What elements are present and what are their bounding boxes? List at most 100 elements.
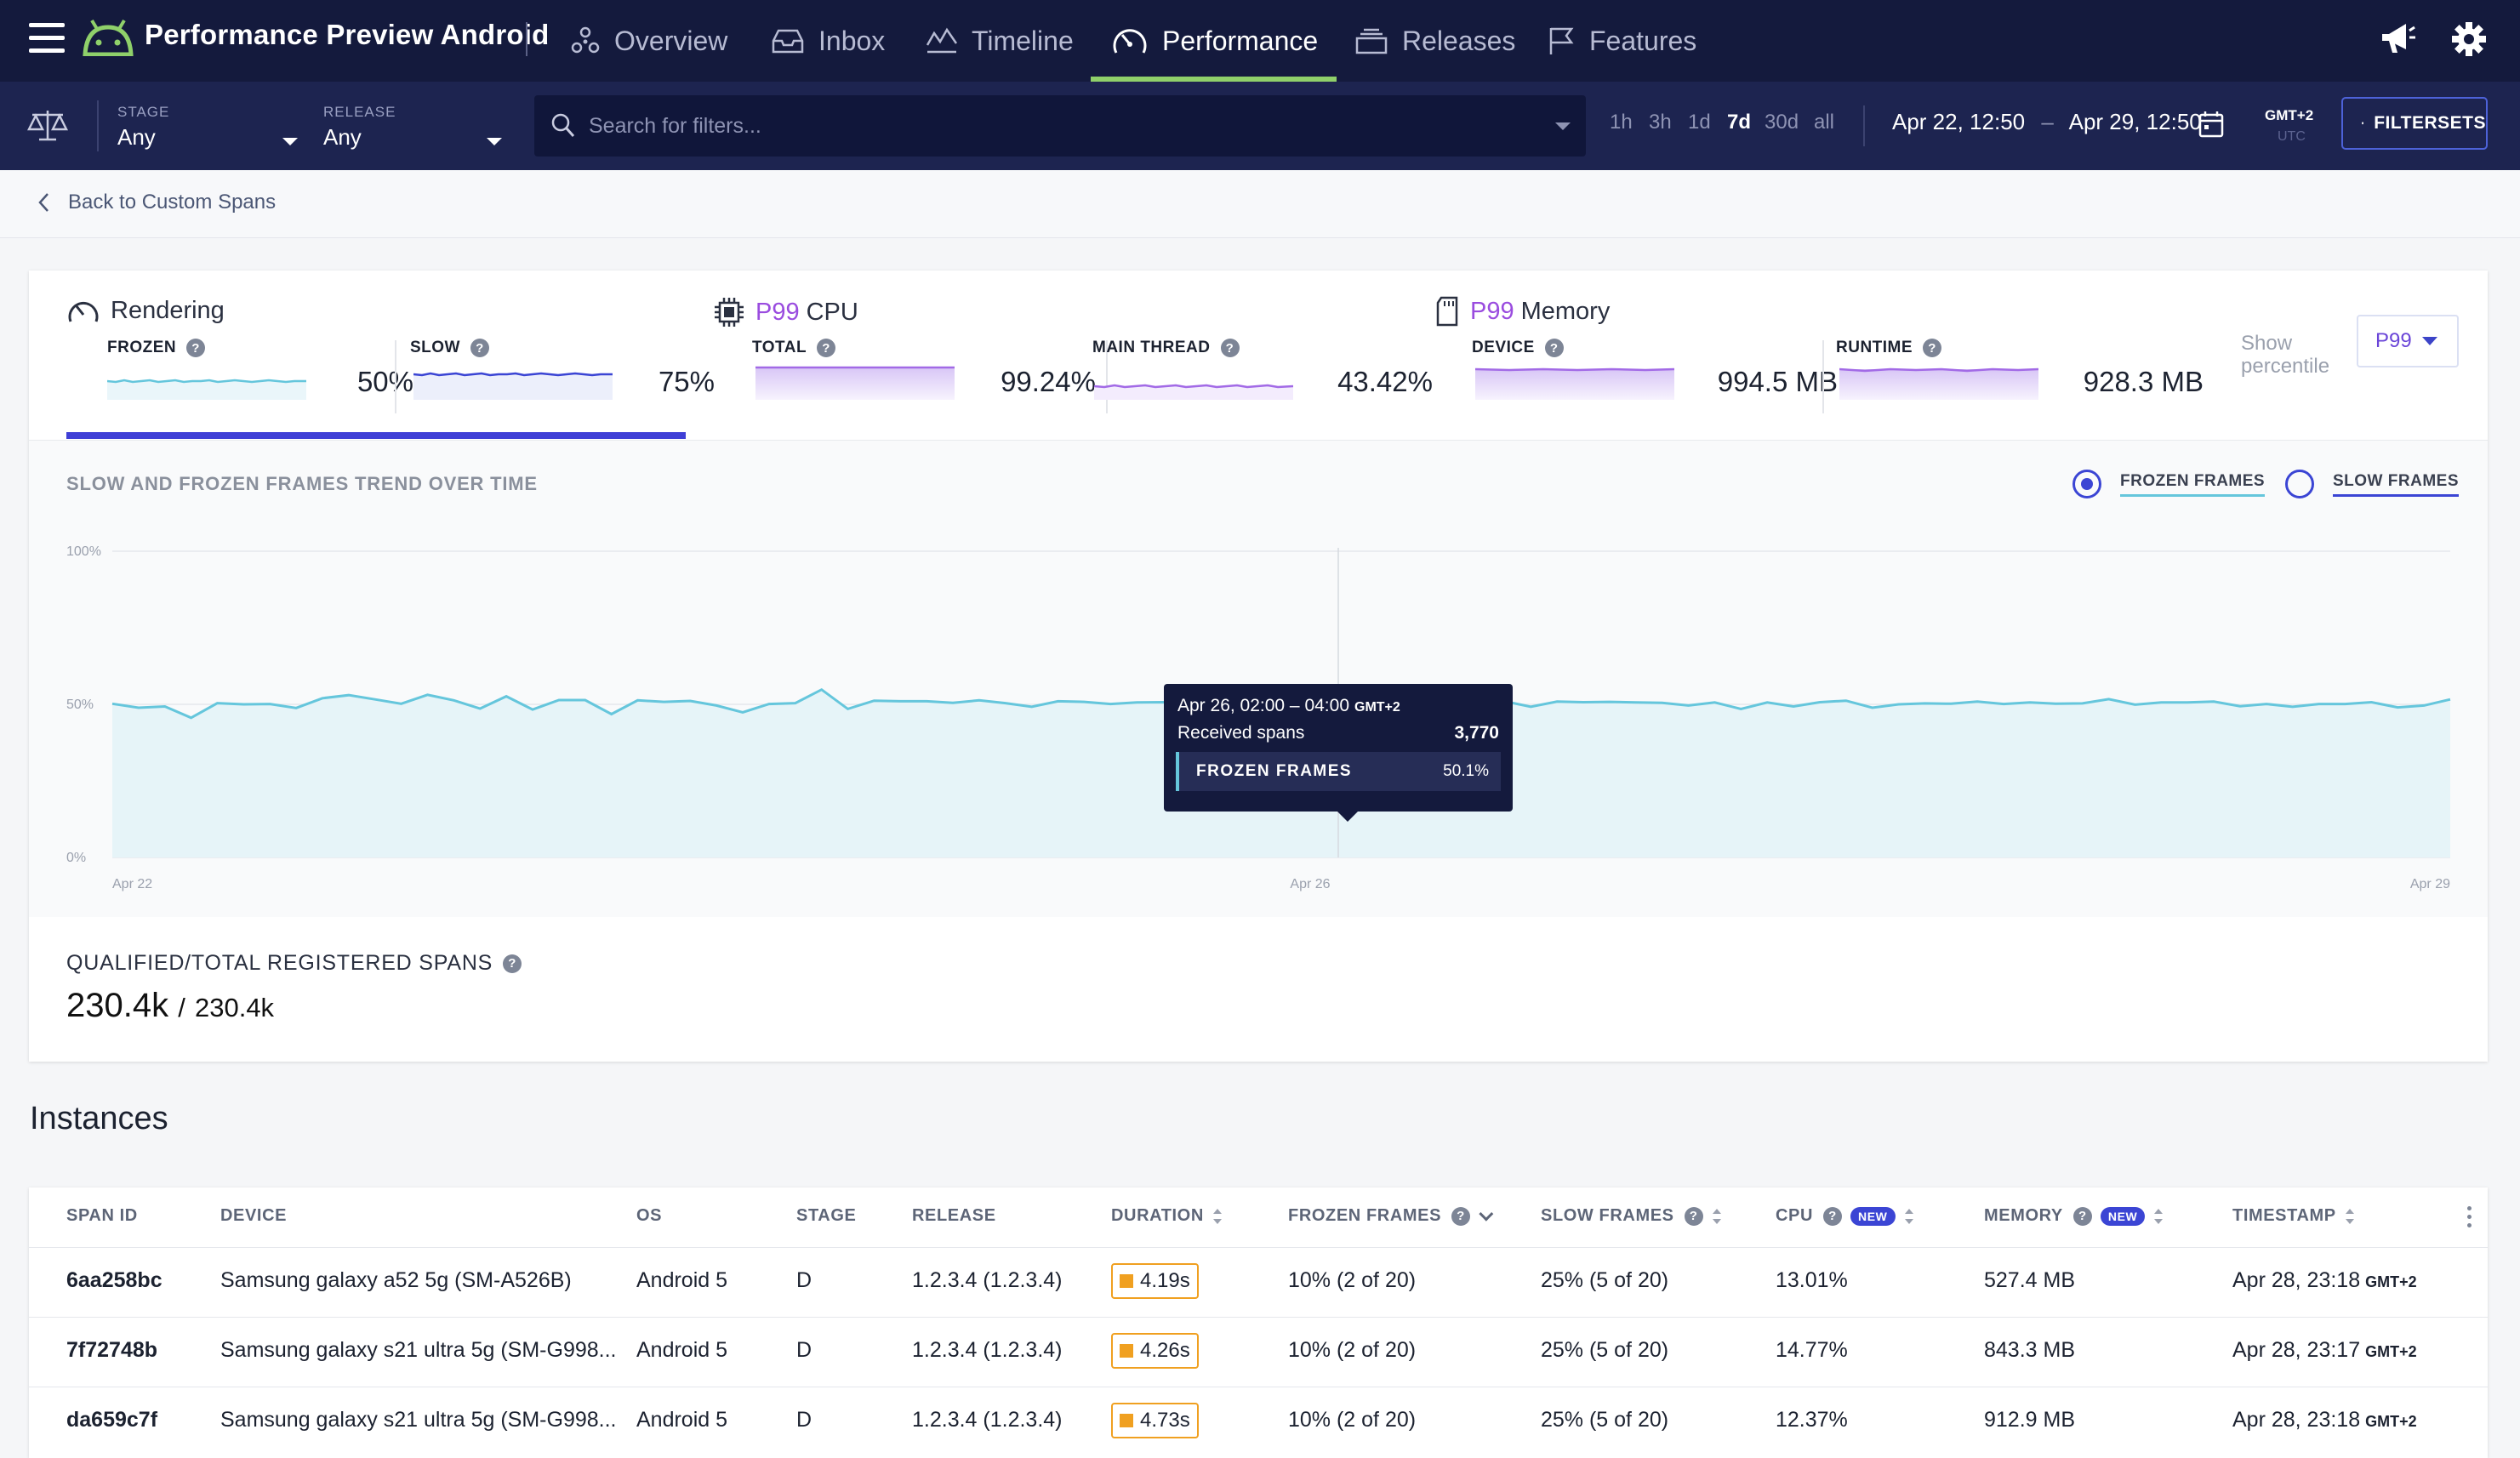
cpu-tab[interactable]: P99 CPU xyxy=(713,296,858,328)
legend-slow-frames[interactable]: SLOW FRAMES xyxy=(2285,470,2459,498)
range-7d[interactable]: 7d xyxy=(1727,111,1752,134)
memory-title: Memory xyxy=(1520,297,1611,325)
app-title[interactable]: Performance Preview Android xyxy=(145,19,550,50)
settings-gear-icon[interactable] xyxy=(2450,20,2488,58)
filter-bar: STAGE Any RELEASE Any Search for filters… xyxy=(0,82,2520,170)
memory-card-icon xyxy=(1436,296,1458,327)
cell-os: Android 5 xyxy=(636,1408,728,1432)
rendering-tab[interactable]: Rendering xyxy=(66,296,225,325)
legend-frozen-frames[interactable]: FROZEN FRAMES xyxy=(2072,470,2266,498)
breadcrumb-bar: Back to Custom Spans xyxy=(0,170,2520,238)
nav-timeline-label: Timeline xyxy=(972,25,1074,56)
help-icon[interactable]: ? xyxy=(503,954,522,973)
search-caret-icon[interactable] xyxy=(1555,122,1571,130)
gauge-icon xyxy=(1113,29,1147,54)
cell-span-id: da659c7f xyxy=(66,1408,158,1432)
help-icon[interactable]: ? xyxy=(1544,339,1564,357)
help-icon[interactable]: ? xyxy=(186,339,206,357)
date-range[interactable]: Apr 22, 12:50 – Apr 29, 12:50 xyxy=(1892,109,2202,135)
filter-search-input[interactable]: Search for filters... xyxy=(534,95,1586,157)
timezone-utc[interactable]: UTC xyxy=(2278,129,2306,144)
stage-caret-icon xyxy=(282,138,298,145)
nav-performance[interactable]: Performance xyxy=(1090,0,1337,82)
y-tick-label: 50% xyxy=(66,698,94,712)
cell-frozen: 10% (2 of 20) xyxy=(1288,1408,1417,1432)
nav-performance-label: Performance xyxy=(1162,25,1319,56)
cpu-main-thread-sparkline xyxy=(1094,384,1293,400)
col-frozen-frames[interactable]: FROZEN FRAMES? xyxy=(1288,1206,1494,1226)
cell-cpu: 14.77% xyxy=(1776,1338,1848,1362)
cell-device: Samsung galaxy a52 5g (SM-A526B) xyxy=(220,1268,572,1292)
nav-timeline[interactable]: Timeline xyxy=(926,0,1074,82)
help-icon: ? xyxy=(1451,1206,1471,1226)
help-icon[interactable]: ? xyxy=(470,339,489,357)
cell-memory: 912.9 MB xyxy=(1984,1408,2076,1432)
table-row[interactable]: da659c7f Samsung galaxy s21 ultra 5g (SM… xyxy=(29,1387,2488,1456)
cell-slow: 25% (5 of 20) xyxy=(1541,1338,1669,1362)
new-badge: NEW xyxy=(1850,1206,1896,1226)
help-icon: ? xyxy=(1823,1206,1843,1226)
back-link[interactable]: Back to Custom Spans xyxy=(37,191,276,214)
nav-overview-label: Overview xyxy=(614,25,728,56)
nav-inbox[interactable]: Inbox xyxy=(771,0,885,82)
search-placeholder: Search for filters... xyxy=(589,114,761,138)
range-all[interactable]: all xyxy=(1814,111,1835,134)
cell-stage: D xyxy=(796,1408,812,1432)
more-options-icon[interactable] xyxy=(2467,1206,2472,1232)
col-slow-frames[interactable]: SLOW FRAMES? xyxy=(1541,1206,1722,1226)
col-memory[interactable]: MEMORY? NEW xyxy=(1984,1206,2164,1226)
cell-slow: 25% (5 of 20) xyxy=(1541,1268,1669,1292)
range-30d[interactable]: 30d xyxy=(1765,111,1799,134)
col-duration[interactable]: DURATION xyxy=(1111,1206,1223,1226)
metric-divider xyxy=(1106,340,1108,413)
release-caret-icon xyxy=(487,138,502,145)
percentile-select[interactable]: P99 xyxy=(2357,315,2459,367)
overview-icon xyxy=(571,26,600,54)
help-icon[interactable]: ? xyxy=(817,339,836,357)
y-tick-label: 0% xyxy=(66,851,86,865)
scale-icon[interactable] xyxy=(27,107,68,143)
tooltip-spans-row: Received spans 3,770 xyxy=(1177,723,1499,743)
instances-table: SPAN ID DEVICE OS STAGE RELEASE DURATION… xyxy=(29,1187,2488,1458)
cell-frozen: 10% (2 of 20) xyxy=(1288,1268,1417,1292)
date-separator: – xyxy=(2041,109,2054,134)
help-icon[interactable]: ? xyxy=(1220,339,1240,357)
trend-chart-svg[interactable]: 100% 50% 0% Apr 22 Apr 26 Apr 29 xyxy=(29,441,2488,917)
nav-overview[interactable]: Overview xyxy=(570,0,727,82)
release-value: Any xyxy=(323,124,362,150)
memory-tab[interactable]: P99 Memory xyxy=(1434,296,1610,327)
x-tick-label: Apr 26 xyxy=(1290,877,1330,891)
filtersets-button[interactable]: FILTERSETS xyxy=(2341,97,2488,150)
help-icon: ? xyxy=(2072,1206,2092,1226)
percentile-label: Show percentile xyxy=(2241,332,2330,378)
nav-releases[interactable]: Releases xyxy=(1354,0,1515,82)
range-1h[interactable]: 1h xyxy=(1610,111,1633,134)
nav-divider xyxy=(526,22,527,56)
cell-duration-badge: 4.19s xyxy=(1111,1263,1199,1299)
cell-duration-badge: 4.73s xyxy=(1111,1403,1199,1438)
range-3h[interactable]: 3h xyxy=(1649,111,1672,134)
timezone-local[interactable]: GMT+2 xyxy=(2265,107,2314,123)
cpu-total-label: TOTAL? xyxy=(752,339,836,357)
percentile-value: P99 xyxy=(2375,329,2412,352)
top-navigation: Performance Preview Android Overview Inb… xyxy=(0,0,2520,82)
memory-device-sparkline xyxy=(1475,367,1674,400)
table-row[interactable]: 6aa258bc Samsung galaxy a52 5g (SM-A526B… xyxy=(29,1247,2488,1317)
calendar-icon[interactable] xyxy=(2198,111,2224,138)
cell-memory: 527.4 MB xyxy=(1984,1268,2076,1292)
cell-stage: D xyxy=(796,1268,812,1292)
nav-features[interactable]: Features xyxy=(1547,0,1696,82)
android-logo-icon xyxy=(83,19,134,56)
frozen-label: FROZEN? xyxy=(107,339,206,357)
help-icon[interactable]: ? xyxy=(1923,339,1942,357)
table-row[interactable]: 7f72748b Samsung galaxy s21 ultra 5g (SM… xyxy=(29,1317,2488,1387)
col-timestamp[interactable]: TIMESTAMP xyxy=(2232,1206,2355,1226)
sort-icon xyxy=(1904,1208,1914,1224)
col-cpu[interactable]: CPU? NEW xyxy=(1776,1206,1914,1226)
radio-unchecked-icon xyxy=(2285,470,2314,498)
cell-release: 1.2.3.4 (1.2.3.4) xyxy=(912,1408,1063,1432)
range-1d[interactable]: 1d xyxy=(1688,111,1711,134)
menu-icon[interactable] xyxy=(29,23,65,54)
announcement-icon[interactable] xyxy=(2379,20,2416,56)
nav-features-label: Features xyxy=(1589,25,1697,56)
